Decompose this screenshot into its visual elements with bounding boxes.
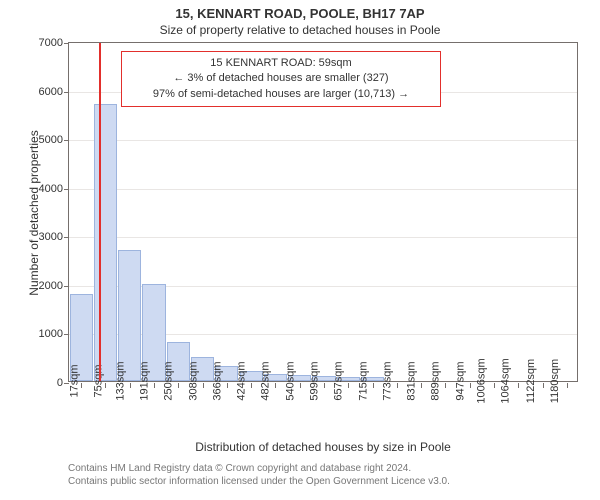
xtick-mark: [567, 383, 568, 388]
ytick-mark: [64, 286, 69, 287]
xtick-label: 599sqm: [304, 361, 320, 400]
gridline-h: [69, 189, 577, 190]
xtick-label: 1064sqm: [496, 358, 512, 403]
info-box-line1: 15 KENNART ROAD: 59sqm: [130, 56, 432, 71]
xtick-label: 366sqm: [207, 361, 223, 400]
xtick-mark: [445, 383, 446, 388]
xtick-label: 657sqm: [329, 361, 345, 400]
xtick-label: 308sqm: [183, 361, 199, 400]
chart-subtitle: Size of property relative to detached ho…: [0, 21, 600, 37]
info-box-line2: ← 3% of detached houses are smaller (327…: [130, 71, 432, 86]
xtick-label: 715sqm: [353, 361, 369, 400]
xtick-label: 1006sqm: [471, 358, 487, 403]
property-size-chart: 15, KENNART ROAD, POOLE, BH17 7AP Size o…: [0, 0, 600, 500]
xtick-mark: [130, 383, 131, 388]
xtick-mark: [397, 383, 398, 388]
info-box-line3: 97% of semi-detached houses are larger (…: [130, 87, 432, 102]
xtick-mark: [227, 383, 228, 388]
plot-area: 0100020003000400050006000700017sqm75sqm1…: [68, 42, 578, 382]
xtick-mark: [275, 383, 276, 388]
xtick-label: 540sqm: [280, 361, 296, 400]
xtick-mark: [203, 383, 204, 388]
xtick-label: 947sqm: [450, 361, 466, 400]
xtick-mark: [251, 383, 252, 388]
attribution-line1: Contains HM Land Registry data © Crown c…: [68, 462, 450, 475]
ytick-mark: [64, 140, 69, 141]
xtick-mark: [348, 383, 349, 388]
info-box: 15 KENNART ROAD: 59sqm← 3% of detached h…: [121, 51, 441, 107]
xtick-label: 831sqm: [402, 361, 418, 400]
xtick-label: 482sqm: [256, 361, 272, 400]
reference-line: [99, 43, 101, 381]
ytick-mark: [64, 43, 69, 44]
xtick-label: 17sqm: [65, 364, 81, 397]
xtick-mark: [421, 383, 422, 388]
xtick-mark: [81, 383, 82, 388]
attribution-text: Contains HM Land Registry data © Crown c…: [68, 462, 450, 488]
xtick-label: 889sqm: [426, 361, 442, 400]
xtick-label: 424sqm: [232, 361, 248, 400]
xtick-label: 133sqm: [110, 361, 126, 400]
xtick-mark: [518, 383, 519, 388]
xtick-label: 75sqm: [89, 364, 105, 397]
xtick-mark: [373, 383, 374, 388]
ytick-mark: [64, 237, 69, 238]
attribution-line2: Contains public sector information licen…: [68, 475, 450, 488]
xtick-mark: [154, 383, 155, 388]
xtick-label: 773sqm: [377, 361, 393, 400]
xtick-mark: [105, 383, 106, 388]
gridline-h: [69, 237, 577, 238]
xtick-label: 191sqm: [134, 361, 150, 400]
ytick-mark: [64, 189, 69, 190]
xtick-label: 1122sqm: [520, 359, 536, 403]
xtick-mark: [543, 383, 544, 388]
xtick-label: 1180sqm: [545, 359, 561, 403]
gridline-h: [69, 140, 577, 141]
bar: [94, 104, 117, 381]
xtick-mark: [324, 383, 325, 388]
xtick-mark: [178, 383, 179, 388]
ytick-mark: [64, 92, 69, 93]
xtick-mark: [300, 383, 301, 388]
ytick-mark: [64, 334, 69, 335]
xtick-label: 250sqm: [159, 361, 175, 400]
chart-title: 15, KENNART ROAD, POOLE, BH17 7AP: [0, 0, 600, 21]
x-axis-label: Distribution of detached houses by size …: [68, 440, 578, 454]
